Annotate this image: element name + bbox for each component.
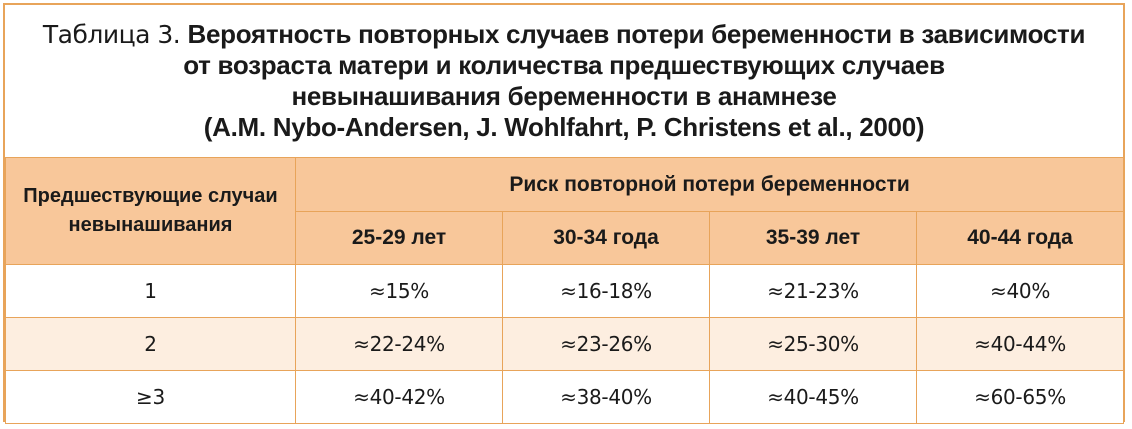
header-prior-cases: Предшествующие случаи невынашивания: [5, 157, 296, 265]
header-age-30-34: 30-34 года: [502, 211, 710, 265]
prior-count-cell: 2: [5, 317, 296, 371]
risk-cell: ≈38-40%: [502, 370, 710, 424]
table-row: 2 ≈22-24% ≈23-26% ≈25-30% ≈40-44%: [5, 317, 1125, 371]
header-age-35-39: 35-39 лет: [709, 211, 917, 265]
risk-table: Предшествующие случаи невынашивания Риск…: [5, 157, 1125, 424]
risk-cell: ≈40-44%: [915, 317, 1125, 371]
header-age-25-29: 25-29 лет: [295, 211, 503, 265]
prior-count-cell: ≥3: [5, 370, 296, 424]
header-risk-group: Риск повторной потери беременности: [294, 157, 1125, 212]
caption-title-line-3: невынашивания беременности в анамнезе: [291, 81, 837, 111]
caption-title-line-1: Вероятность повторных случаев потери бер…: [187, 19, 1086, 49]
risk-cell: ≈21-23%: [709, 264, 917, 318]
risk-cell: ≈23-26%: [502, 317, 710, 371]
table-frame: Таблица 3. Вероятность повторных случаев…: [3, 3, 1125, 424]
table-row: ≥3 ≈40-42% ≈38-40% ≈40-45% ≈60-65%: [5, 370, 1125, 424]
risk-cell: ≈40%: [915, 264, 1125, 318]
risk-cell: ≈15%: [295, 264, 503, 318]
caption-prefix: Таблица 3.: [42, 20, 181, 49]
caption-citation: (A.M. Nybo-Andersen, J. Wohlfahrt, P. Ch…: [203, 112, 925, 142]
risk-cell: ≈16-18%: [502, 264, 710, 318]
prior-count-cell: 1: [5, 264, 296, 318]
risk-cell: ≈25-30%: [709, 317, 917, 371]
risk-cell: ≈40-42%: [295, 370, 503, 424]
table-row: 1 ≈15% ≈16-18% ≈21-23% ≈40%: [5, 264, 1125, 318]
caption-title-line-2: от возраста матери и количества предшест…: [183, 50, 945, 80]
risk-cell: ≈40-45%: [709, 370, 917, 424]
table-caption: Таблица 3. Вероятность повторных случаев…: [5, 5, 1123, 157]
header-age-40-44: 40-44 года: [915, 211, 1125, 265]
risk-cell: ≈60-65%: [915, 370, 1125, 424]
risk-cell: ≈22-24%: [295, 317, 503, 371]
